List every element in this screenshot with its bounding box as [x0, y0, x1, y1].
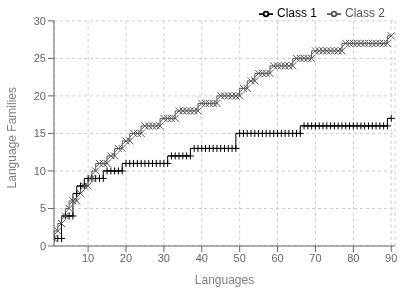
svg-text:70: 70: [309, 252, 321, 264]
svg-text:30: 30: [158, 252, 170, 264]
svg-text:90: 90: [385, 252, 397, 264]
svg-text:80: 80: [347, 252, 359, 264]
html-text:Class 2: Class 2: [345, 6, 385, 20]
svg-text:15: 15: [34, 127, 46, 139]
svg-text:20: 20: [120, 252, 132, 264]
svg-text:10: 10: [34, 165, 46, 177]
svg-text:10: 10: [82, 252, 94, 264]
svg-text:25: 25: [34, 52, 46, 64]
svg-text:40: 40: [196, 252, 208, 264]
svg-text:Language Families: Language Families: [8, 87, 19, 188]
svg-text:Languages: Languages: [195, 273, 254, 287]
svg-text:5: 5: [40, 202, 46, 214]
svg-text:0: 0: [40, 240, 46, 252]
svg-text:30: 30: [34, 15, 46, 27]
html-text:Class 1: Class 1: [277, 6, 317, 20]
svg-text:60: 60: [271, 252, 283, 264]
svg-text:50: 50: [234, 252, 246, 264]
svg-text:20: 20: [34, 90, 46, 102]
